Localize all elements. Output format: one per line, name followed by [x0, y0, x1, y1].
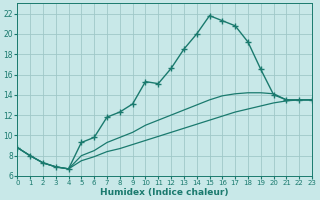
- X-axis label: Humidex (Indice chaleur): Humidex (Indice chaleur): [100, 188, 229, 197]
